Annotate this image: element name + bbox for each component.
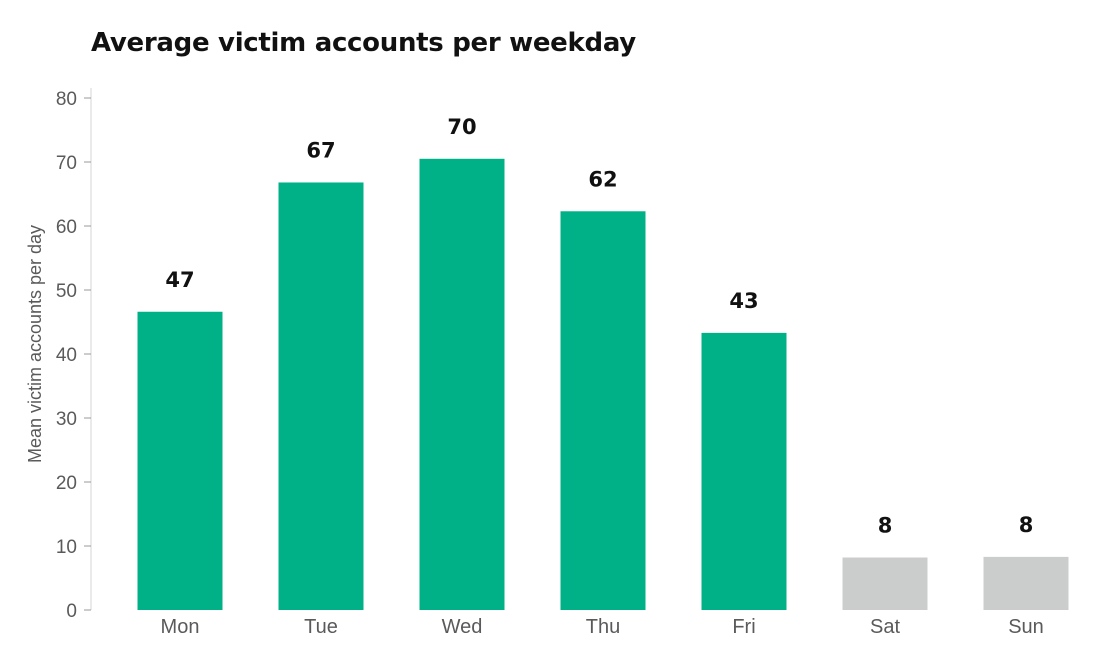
x-tick-label-mon: Mon	[161, 616, 200, 638]
data-label-fri: 43	[729, 289, 758, 313]
x-tick-label-sun: Sun	[1008, 616, 1044, 638]
data-label-tue: 67	[306, 138, 335, 162]
bar-sat	[842, 557, 928, 610]
x-tick-label-fri: Fri	[732, 616, 755, 638]
y-tick-label: 80	[56, 89, 77, 110]
data-label-mon: 47	[165, 268, 194, 292]
y-tick-label: 70	[56, 153, 77, 174]
y-tick-label: 60	[56, 217, 77, 238]
x-tick-label-sat: Sat	[870, 616, 900, 638]
y-axis: 0 10 20 30 40 50 60 70 80	[56, 88, 92, 622]
y-tick-label: 40	[56, 345, 77, 366]
y-tick-label: 50	[56, 281, 77, 302]
y-tick-label: 20	[56, 473, 77, 494]
x-tick-label-wed: Wed	[442, 616, 483, 638]
bar-fri	[701, 332, 787, 610]
bar-thu	[560, 211, 646, 610]
x-axis: Mon Tue Wed Thu Fri Sat Sun	[161, 616, 1044, 638]
bar-wed	[419, 158, 505, 611]
data-label-sun: 8	[1019, 513, 1034, 537]
y-axis-title: Mean victim accounts per day	[25, 225, 45, 463]
bar-mon	[137, 311, 223, 610]
data-label-thu: 62	[588, 167, 617, 191]
y-tick-label: 30	[56, 409, 77, 430]
data-label-sat: 8	[878, 514, 893, 538]
data-label-wed: 70	[447, 115, 476, 139]
bar-tue	[278, 182, 364, 611]
x-tick-label-thu: Thu	[586, 616, 620, 638]
chart-title: Average victim accounts per weekday	[91, 28, 636, 58]
y-tick-label: 10	[56, 537, 77, 558]
x-tick-label-tue: Tue	[304, 616, 338, 638]
bar-sun	[983, 556, 1069, 610]
y-tick-label: 0	[66, 601, 77, 622]
value-labels: 47 67 70 62 43 8 8	[165, 115, 1033, 538]
bars	[137, 158, 1069, 611]
